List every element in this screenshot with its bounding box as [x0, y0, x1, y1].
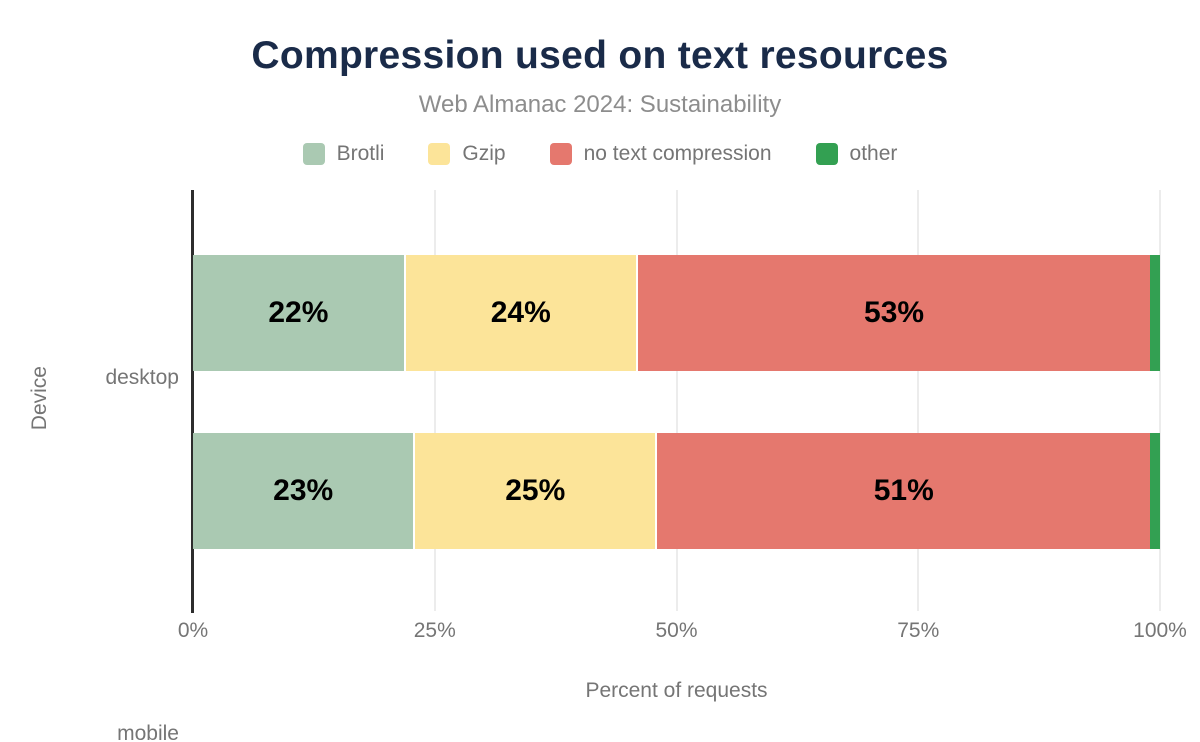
bar-value-label-desktop-gzip: 24%	[490, 296, 551, 329]
y-axis-line	[191, 190, 194, 613]
legend-label-no-text-compression: no text compression	[583, 142, 772, 165]
legend-label-other: other	[849, 142, 898, 165]
gridline-25	[433, 190, 436, 611]
legend-label-gzip: Gzip	[462, 142, 506, 165]
bar-segment-mobile-no-text-compression[interactable]: 51%	[657, 433, 1151, 549]
y-axis-title-wrap: Device	[28, 190, 52, 607]
legend-swatch-other	[815, 143, 838, 165]
chart-subtitle: Web Almanac 2024: Sustainability	[418, 91, 782, 118]
legend-swatch-no-text-compression	[549, 143, 572, 165]
bar-value-label-desktop-brotli: 22%	[268, 296, 329, 329]
plot-area: Percent of requests 0% 25% 50% 75% 100% 22% 24…	[105, 190, 1187, 742]
y-axis-title: Device	[28, 366, 51, 431]
bar-segment-mobile-other[interactable]	[1150, 433, 1160, 549]
legend-item-other: other	[815, 142, 898, 166]
chart-title: Compression used on text resources	[251, 34, 949, 77]
x-tick-label-25: 25%	[413, 619, 456, 642]
legend: Brotli Gzip no text compression other	[0, 142, 1200, 166]
bar-row-desktop: 22% 24% 53% desktop	[105, 255, 1160, 389]
x-axis-title: Percent of requests	[585, 679, 768, 702]
bar-segment-desktop-no-text-compression[interactable]: 53%	[637, 255, 1151, 371]
bar-value-label-mobile-no-text-compression: 51%	[873, 474, 934, 507]
legend-label-brotli: Brotli	[336, 142, 385, 165]
legend-swatch-gzip	[428, 143, 451, 165]
bar-segment-desktop-gzip[interactable]: 24%	[405, 255, 638, 371]
legend-item-gzip: Gzip	[428, 142, 506, 166]
x-tick-label-50: 50%	[655, 619, 698, 642]
gridline-50	[675, 190, 678, 611]
gridline-100	[1159, 190, 1161, 611]
x-tick-label-100: 100%	[1133, 619, 1187, 642]
bar-segment-mobile-brotli[interactable]: 23%	[193, 433, 416, 549]
bar-segment-desktop-other[interactable]	[1150, 255, 1160, 371]
bar-value-label-mobile-gzip: 25%	[505, 474, 566, 507]
gridline-75	[917, 190, 920, 611]
legend-item-no-text-compression: no text compression	[549, 142, 772, 166]
bar-row-mobile: 23% 25% 51% mobile	[117, 433, 1160, 742]
legend-item-brotli: Brotli	[302, 142, 385, 166]
x-tick-label-0: 0%	[177, 619, 209, 642]
bar-segment-desktop-brotli[interactable]: 22%	[193, 255, 406, 371]
bar-value-label-mobile-brotli: 23%	[273, 474, 334, 507]
bar-segment-mobile-gzip[interactable]: 25%	[415, 433, 658, 549]
x-tick-label-75: 75%	[897, 619, 940, 642]
category-label-mobile: mobile	[117, 722, 179, 742]
legend-swatch-brotli	[302, 143, 325, 165]
category-label-desktop: desktop	[105, 366, 179, 389]
bar-value-label-desktop-no-text-compression: 53%	[864, 296, 925, 329]
